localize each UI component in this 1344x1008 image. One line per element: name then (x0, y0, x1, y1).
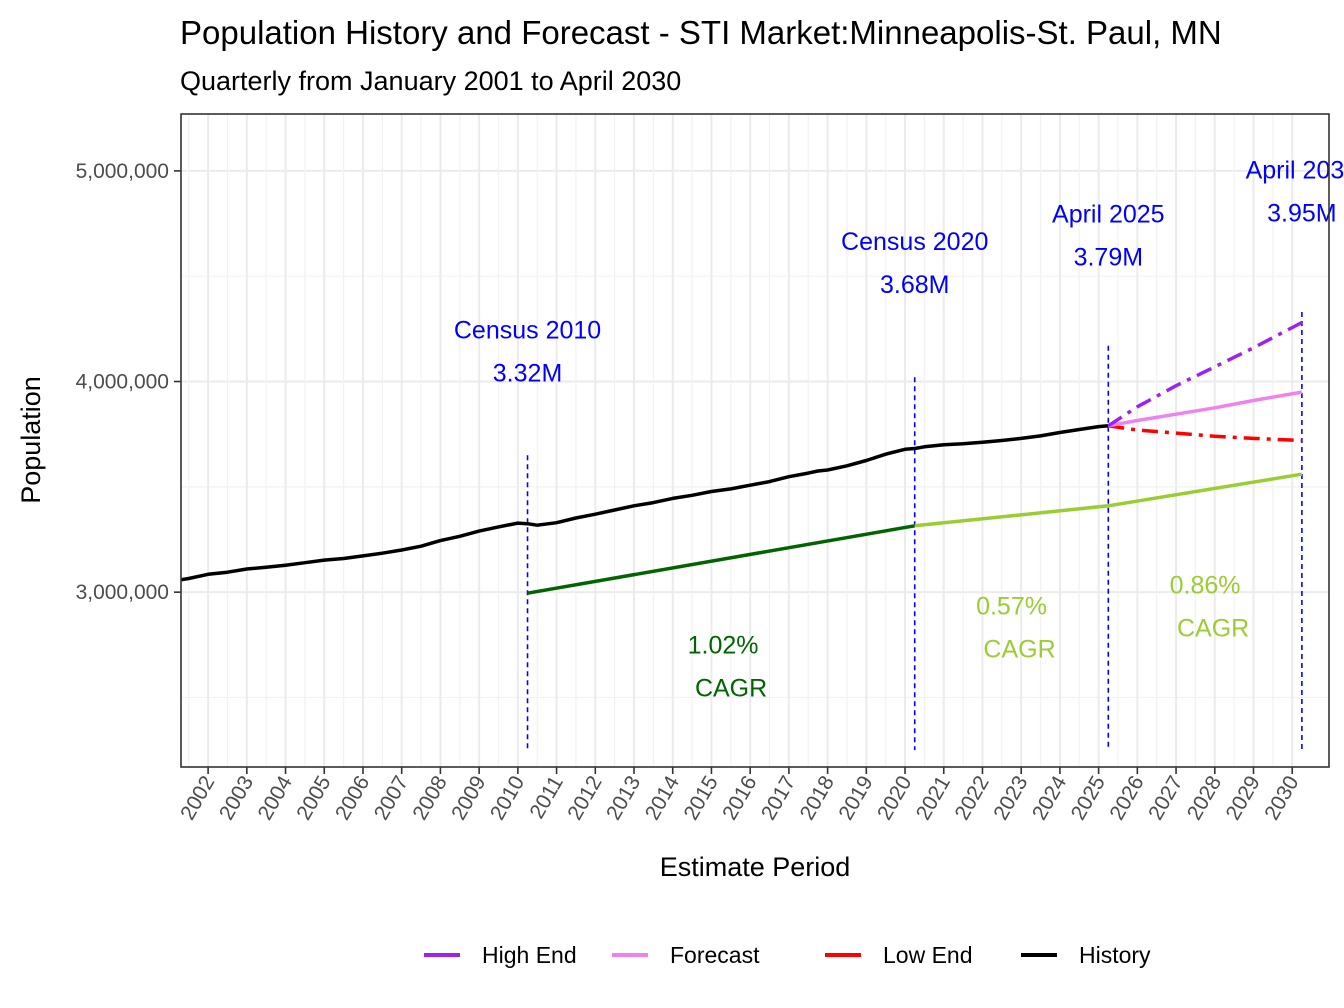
legend-item: Low End (825, 942, 973, 968)
x-tick-label: 2016 (718, 772, 761, 824)
x-tick-label: 2023 (989, 772, 1032, 824)
cagr-line (1108, 472, 1303, 508)
annotation-line1: 1.02% (688, 631, 759, 659)
annotation-line2: 3.68M (880, 271, 949, 299)
annotation-line2: CAGR (695, 674, 767, 702)
y-axis: 3,000,000 4,000,000 5,000,000 (76, 160, 181, 604)
x-tick-label: 2027 (1144, 772, 1187, 824)
grid-lines (181, 114, 1329, 767)
cagr-line (914, 504, 1109, 528)
annotation-line1: 0.86% (1170, 571, 1241, 599)
series-line-forecast (1107, 390, 1303, 428)
x-tick-label: 2028 (1183, 772, 1226, 824)
x-tick-label: 2003 (215, 772, 258, 824)
y-tick-label: 3,000,000 (76, 581, 169, 604)
legend-label: History (1079, 942, 1151, 968)
annotation-line2: 3.32M (493, 359, 562, 387)
x-tick-label: 2014 (641, 772, 684, 824)
x-axis: 2002200320042005200620072008200920102011… (176, 767, 1304, 824)
x-tick-label: 2004 (254, 772, 297, 824)
annotation-line2: 3.79M (1074, 244, 1143, 272)
annotation-line2: CAGR (1177, 614, 1249, 642)
plot-frame (180, 113, 1330, 768)
x-tick-label: 2011 (525, 772, 568, 823)
y-axis-title: Population (16, 376, 46, 504)
cagr-line (527, 524, 916, 595)
x-tick-label: 2019 (834, 772, 877, 824)
annotation-line1: 0.57% (976, 592, 1047, 620)
annotation-line1: April 2025 (1052, 201, 1165, 229)
x-tick-label: 2002 (176, 772, 219, 824)
reference-lines (526, 312, 1303, 751)
annotation-line2: CAGR (983, 635, 1055, 663)
annotation: Census 2020 3.68M (841, 228, 988, 299)
y-tick-label: 5,000,000 (76, 160, 169, 183)
legend-label: Forecast (670, 942, 760, 968)
legend-label: Low End (883, 942, 973, 968)
chart-title: Population History and Forecast - STI Ma… (180, 14, 1222, 51)
legend-item: High End (424, 942, 577, 968)
x-tick-label: 2007 (370, 772, 413, 824)
x-tick-label: 2018 (796, 772, 839, 824)
plot-border (180, 113, 1330, 768)
annotation: April 2025 3.79M (1052, 201, 1165, 272)
x-tick-label: 2010 (486, 772, 529, 824)
annotation-line1: Census 2010 (454, 316, 601, 344)
chart-subtitle: Quarterly from January 2001 to April 203… (180, 66, 681, 96)
x-tick-label: 2021 (912, 772, 955, 824)
x-axis-title: Estimate Period (660, 852, 851, 882)
annotation: April 2030 3.95M (1246, 156, 1344, 227)
series-line-low-end (1108, 424, 1302, 443)
legend: High End Forecast Low End History (424, 942, 1151, 968)
series-line-high-end (1107, 320, 1303, 428)
series-line-history (181, 424, 1109, 582)
annotation: 0.57% CAGR (976, 592, 1056, 663)
x-tick-label: 2009 (447, 772, 490, 824)
annotation: Census 2010 3.32M (454, 316, 601, 387)
annotation-line2: 3.95M (1267, 199, 1336, 227)
legend-label: High End (482, 942, 577, 968)
x-tick-label: 2008 (408, 772, 451, 824)
annotation: 0.86% CAGR (1170, 571, 1250, 642)
series-lines (181, 320, 1303, 582)
x-tick-label: 2024 (1028, 772, 1071, 824)
x-tick-label: 2020 (873, 772, 916, 824)
annotation-line1: Census 2020 (841, 228, 988, 256)
annotation: 1.02% CAGR (688, 631, 768, 702)
x-tick-label: 2030 (1260, 772, 1303, 824)
x-tick-label: 2017 (757, 772, 800, 824)
x-tick-label: 2029 (1222, 772, 1265, 824)
x-tick-label: 2015 (679, 772, 722, 824)
legend-item: History (1021, 942, 1151, 968)
x-tick-label: 2013 (602, 772, 645, 824)
x-tick-label: 2006 (331, 772, 374, 824)
x-tick-label: 2022 (951, 772, 994, 824)
cagr-lines (527, 472, 1303, 595)
x-tick-label: 2012 (563, 772, 606, 824)
annotations: Census 2010 3.32M Census 2020 3.68M April 20… (454, 156, 1344, 702)
annotation-line1: April 2030 (1246, 156, 1344, 184)
x-tick-label: 2025 (1067, 772, 1110, 824)
y-tick-label: 4,000,000 (76, 371, 169, 394)
x-tick-label: 2005 (292, 772, 335, 824)
legend-item: Forecast (612, 942, 760, 968)
x-tick-label: 2026 (1105, 772, 1148, 824)
